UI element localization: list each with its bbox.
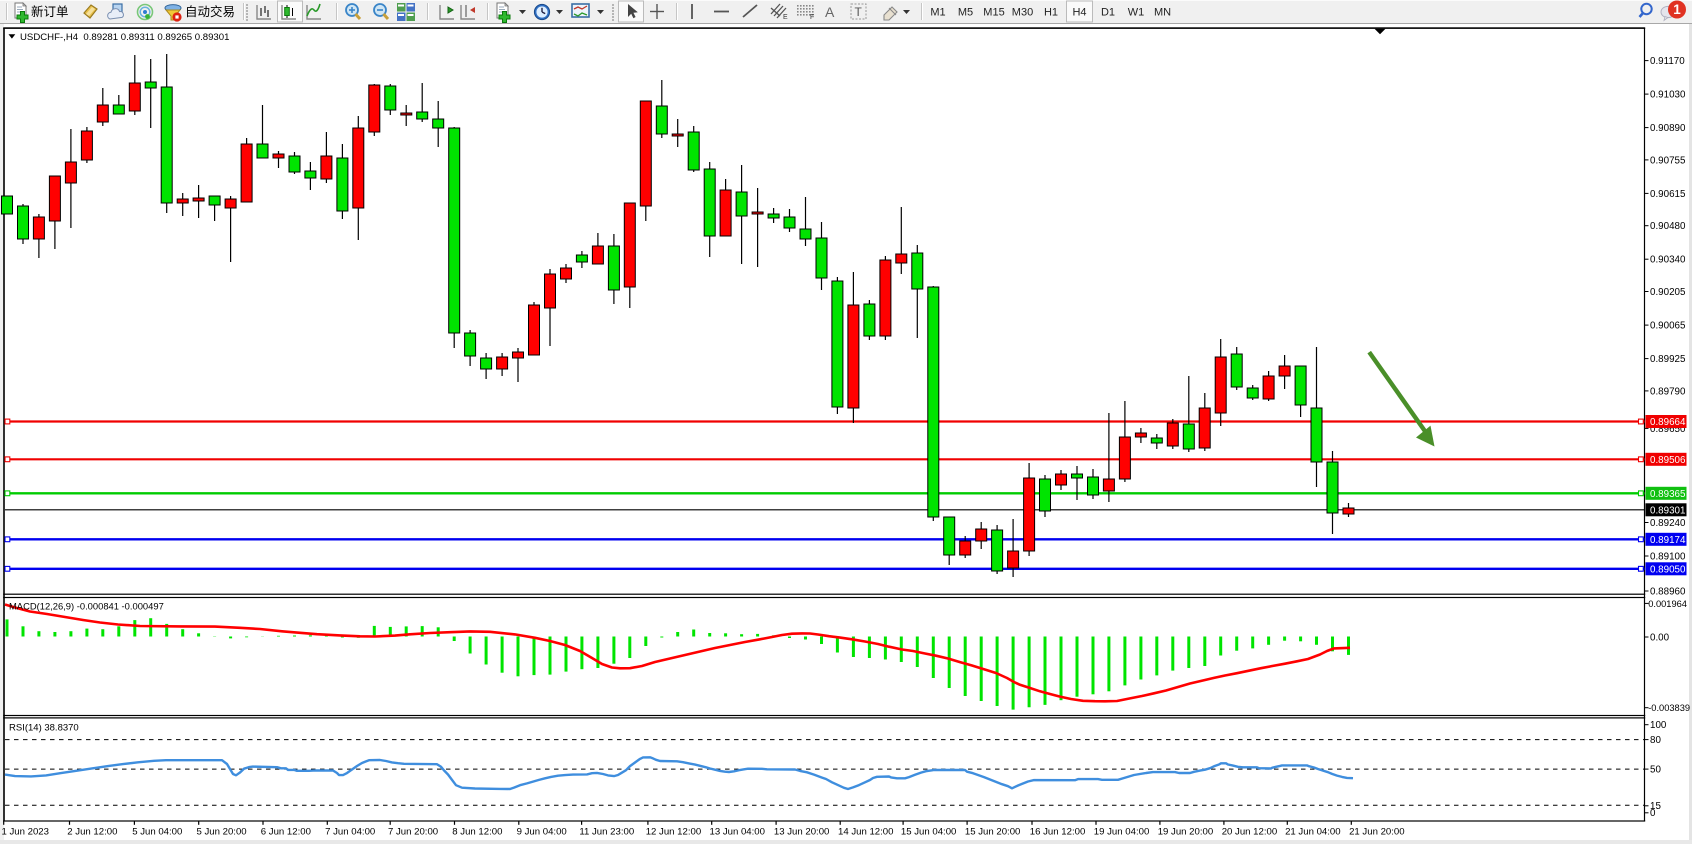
svg-text:0.00: 0.00 [1650, 632, 1670, 643]
svg-text:14 Jun 12:00: 14 Jun 12:00 [838, 827, 893, 838]
svg-text:M15: M15 [983, 7, 1004, 19]
svg-text:M1: M1 [930, 7, 945, 19]
svg-text:8 Jun 12:00: 8 Jun 12:00 [452, 827, 502, 838]
svg-text:0.89650: 0.89650 [1650, 424, 1686, 435]
svg-text:M5: M5 [958, 7, 973, 19]
svg-text:MACD(12,26,9) -0.000841 -0.000: MACD(12,26,9) -0.000841 -0.000497 [9, 601, 164, 612]
svg-text:15: 15 [1650, 801, 1661, 812]
svg-text:12 Jun 12:00: 12 Jun 12:00 [646, 827, 701, 838]
svg-text:19 Jun 04:00: 19 Jun 04:00 [1094, 827, 1149, 838]
svg-text:H4: H4 [1072, 7, 1086, 19]
svg-text:9 Jun 04:00: 9 Jun 04:00 [517, 827, 567, 838]
svg-text:1: 1 [1673, 2, 1681, 17]
svg-text:0.90340: 0.90340 [1650, 255, 1686, 266]
svg-text:0.89240: 0.89240 [1650, 518, 1686, 529]
svg-text:MN: MN [1154, 7, 1171, 19]
svg-text:50: 50 [1650, 765, 1661, 776]
svg-text:0.89301: 0.89301 [1650, 505, 1685, 516]
svg-text:20 Jun 12:00: 20 Jun 12:00 [1222, 827, 1277, 838]
svg-text:13 Jun 20:00: 13 Jun 20:00 [774, 827, 829, 838]
svg-text:-0.003839: -0.003839 [1648, 703, 1690, 713]
svg-text:0.001964: 0.001964 [1648, 599, 1687, 609]
svg-text:0.91170: 0.91170 [1650, 56, 1685, 67]
svg-text:16 Jun 12:00: 16 Jun 12:00 [1030, 827, 1085, 838]
svg-text:自动交易: 自动交易 [185, 4, 235, 19]
svg-text:6 Jun 12:00: 6 Jun 12:00 [261, 827, 311, 838]
svg-text:0.90205: 0.90205 [1650, 287, 1686, 298]
svg-text:新订单: 新订单 [31, 4, 69, 19]
svg-text:0.89365: 0.89365 [1650, 489, 1686, 500]
svg-text:100: 100 [1650, 720, 1667, 731]
svg-text:80: 80 [1650, 735, 1661, 746]
svg-text:0.89174: 0.89174 [1650, 535, 1686, 546]
svg-text:D1: D1 [1101, 7, 1115, 19]
svg-text:7 Jun 04:00: 7 Jun 04:00 [325, 827, 375, 838]
svg-text:0.90755: 0.90755 [1650, 155, 1686, 166]
svg-text:0.90890: 0.90890 [1650, 123, 1686, 134]
svg-text:5 Jun 20:00: 5 Jun 20:00 [197, 827, 247, 838]
svg-text:RSI(14) 38.8370: RSI(14) 38.8370 [9, 723, 79, 734]
svg-text:USDCHF-,H4 0.89281 0.89311 0.: USDCHF-,H4 0.89281 0.89311 0.89265 0.893… [20, 32, 229, 43]
svg-text:0.89664: 0.89664 [1650, 417, 1686, 428]
svg-text:5 Jun 04:00: 5 Jun 04:00 [132, 827, 182, 838]
svg-text:0.89790: 0.89790 [1650, 386, 1686, 397]
svg-text:0.89050: 0.89050 [1650, 564, 1686, 575]
svg-text:13 Jun 04:00: 13 Jun 04:00 [710, 827, 765, 838]
svg-text:0.89925: 0.89925 [1650, 354, 1686, 365]
svg-text:0.89506: 0.89506 [1650, 455, 1686, 466]
svg-text:M30: M30 [1012, 7, 1033, 19]
svg-text:0.90065: 0.90065 [1650, 321, 1686, 332]
svg-text:0.89100: 0.89100 [1650, 551, 1686, 562]
svg-text:21 Jun 20:00: 21 Jun 20:00 [1349, 827, 1404, 838]
svg-text:T: T [855, 5, 863, 19]
svg-text:11 Jun 23:00: 11 Jun 23:00 [579, 827, 634, 838]
svg-text:A: A [825, 4, 835, 20]
svg-text:0.91030: 0.91030 [1650, 90, 1686, 101]
svg-text:0: 0 [1650, 808, 1656, 819]
svg-text:0.90480: 0.90480 [1650, 221, 1686, 232]
svg-text:21 Jun 04:00: 21 Jun 04:00 [1285, 827, 1340, 838]
svg-text:7 Jun 20:00: 7 Jun 20:00 [388, 827, 438, 838]
svg-text:1 Jun 2023: 1 Jun 2023 [2, 827, 49, 838]
svg-text:15 Jun 20:00: 15 Jun 20:00 [965, 827, 1020, 838]
svg-text:19 Jun 20:00: 19 Jun 20:00 [1158, 827, 1213, 838]
svg-text:W1: W1 [1128, 7, 1145, 19]
svg-text:H1: H1 [1044, 7, 1058, 19]
svg-text:15 Jun 04:00: 15 Jun 04:00 [901, 827, 956, 838]
svg-text:F: F [810, 14, 814, 21]
svg-text:0.90615: 0.90615 [1650, 189, 1686, 200]
svg-text:0.88960: 0.88960 [1650, 586, 1686, 597]
svg-text:2 Jun 12:00: 2 Jun 12:00 [67, 827, 117, 838]
svg-text:E: E [783, 14, 788, 21]
